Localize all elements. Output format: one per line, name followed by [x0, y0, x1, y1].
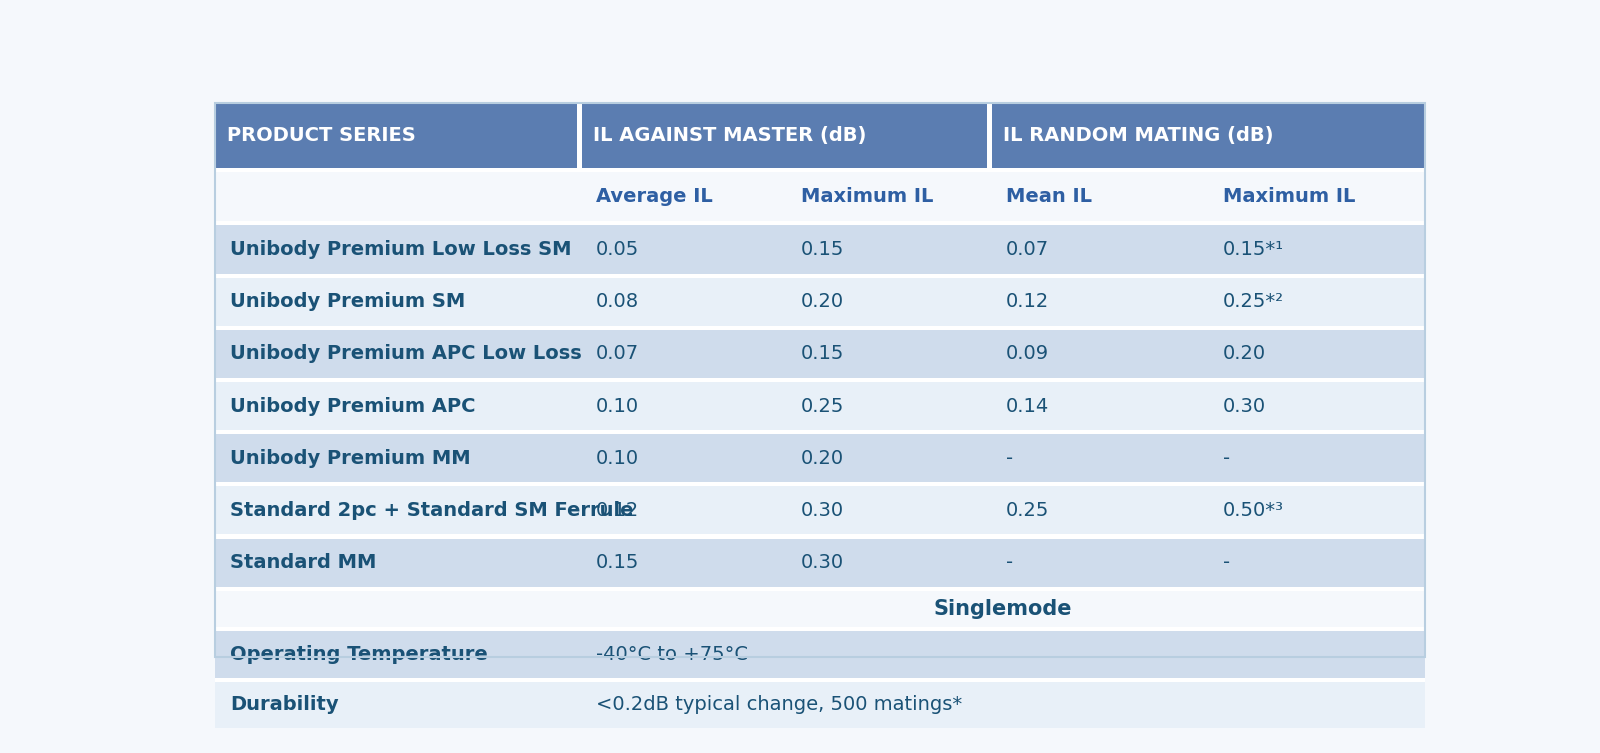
Bar: [214, 225, 1426, 273]
Text: IL RANDOM MATING (dB): IL RANDOM MATING (dB): [1003, 126, 1274, 145]
Bar: [214, 627, 1426, 631]
Bar: [214, 486, 1426, 535]
Text: 0.15: 0.15: [595, 553, 640, 572]
Text: 0.20: 0.20: [800, 292, 843, 311]
Text: Maximum IL: Maximum IL: [800, 187, 933, 206]
Text: 0.30: 0.30: [1222, 397, 1266, 416]
Bar: [214, 172, 1426, 221]
Text: 0.20: 0.20: [1222, 344, 1266, 364]
Bar: [214, 330, 1426, 378]
Bar: [214, 587, 1426, 591]
Bar: [578, 103, 582, 168]
Bar: [214, 678, 1426, 681]
Text: Standard MM: Standard MM: [230, 553, 376, 572]
Bar: [214, 681, 1426, 728]
Text: Unibody Premium MM: Unibody Premium MM: [230, 449, 470, 468]
Bar: [214, 103, 1426, 168]
Text: 0.25: 0.25: [1005, 501, 1050, 520]
Text: 0.10: 0.10: [595, 397, 638, 416]
Text: 0.30: 0.30: [800, 553, 843, 572]
Text: 0.30: 0.30: [800, 501, 843, 520]
Text: -: -: [1222, 553, 1230, 572]
Bar: [214, 278, 1426, 326]
Bar: [214, 382, 1426, 430]
Text: Maximum IL: Maximum IL: [1222, 187, 1355, 206]
Bar: [214, 221, 1426, 225]
Bar: [214, 273, 1426, 278]
Text: 0.05: 0.05: [595, 240, 638, 259]
Text: 0.15*¹: 0.15*¹: [1222, 240, 1283, 259]
Bar: [214, 430, 1426, 434]
Text: -40°C to +75°C: -40°C to +75°C: [595, 645, 747, 664]
Text: Durability: Durability: [230, 696, 338, 715]
Text: 0.25: 0.25: [800, 397, 845, 416]
Bar: [214, 326, 1426, 330]
Text: 0.14: 0.14: [1005, 397, 1050, 416]
Text: Unibody Premium APC: Unibody Premium APC: [230, 397, 475, 416]
Bar: [214, 538, 1426, 587]
Bar: [214, 535, 1426, 538]
Text: 0.50*³: 0.50*³: [1222, 501, 1283, 520]
Text: Standard 2pc + Standard SM Ferrule: Standard 2pc + Standard SM Ferrule: [230, 501, 634, 520]
Text: 0.20: 0.20: [800, 449, 843, 468]
Text: Mean IL: Mean IL: [1005, 187, 1091, 206]
Text: Operating Temperature: Operating Temperature: [230, 645, 488, 664]
Text: 0.09: 0.09: [1005, 344, 1048, 364]
Bar: [214, 591, 1426, 627]
Text: Unibody Premium Low Loss SM: Unibody Premium Low Loss SM: [230, 240, 571, 259]
Text: 0.12: 0.12: [1005, 292, 1050, 311]
Text: 0.07: 0.07: [595, 344, 638, 364]
Text: 0.08: 0.08: [595, 292, 638, 311]
Text: -: -: [1222, 449, 1230, 468]
Text: Singlemode: Singlemode: [934, 599, 1072, 619]
Text: -: -: [1005, 553, 1013, 572]
Text: PRODUCT SERIES: PRODUCT SERIES: [227, 126, 416, 145]
Bar: [214, 631, 1426, 678]
Text: 0.15: 0.15: [800, 240, 845, 259]
Text: Unibody Premium SM: Unibody Premium SM: [230, 292, 466, 311]
Text: Average IL: Average IL: [595, 187, 712, 206]
Text: 0.12: 0.12: [595, 501, 638, 520]
Bar: [987, 103, 992, 168]
Bar: [214, 168, 1426, 172]
Text: <0.2dB typical change, 500 matings*: <0.2dB typical change, 500 matings*: [595, 696, 962, 715]
Bar: [214, 434, 1426, 483]
Text: 0.07: 0.07: [1005, 240, 1048, 259]
Text: -: -: [1005, 449, 1013, 468]
Text: 0.10: 0.10: [595, 449, 638, 468]
Bar: [214, 483, 1426, 486]
Text: IL AGAINST MASTER (dB): IL AGAINST MASTER (dB): [594, 126, 867, 145]
Text: Unibody Premium APC Low Loss: Unibody Premium APC Low Loss: [230, 344, 581, 364]
Text: 0.15: 0.15: [800, 344, 845, 364]
Bar: [214, 378, 1426, 382]
Text: 0.25*²: 0.25*²: [1222, 292, 1283, 311]
